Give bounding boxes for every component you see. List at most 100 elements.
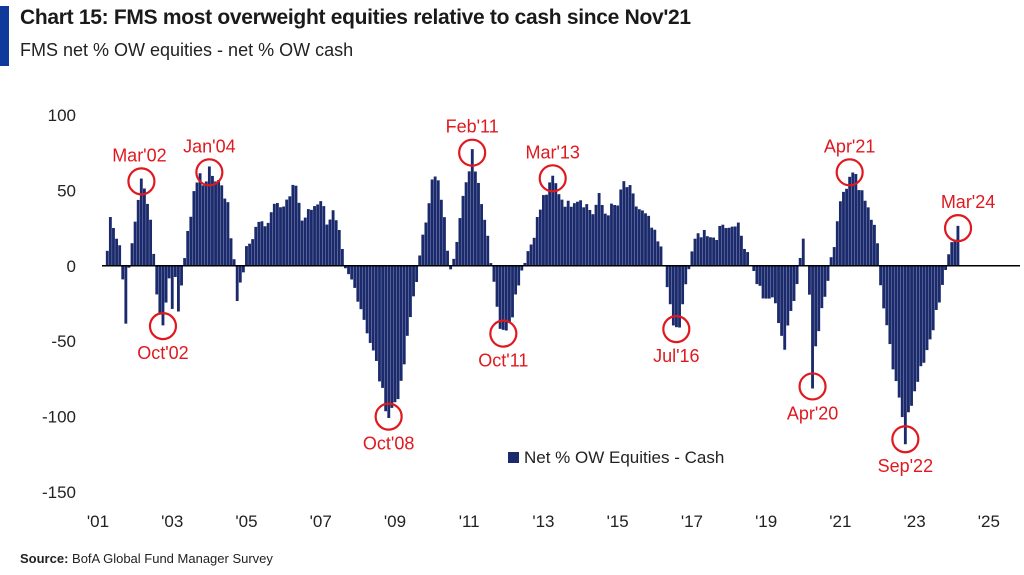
annotation-label: Feb'11 <box>446 117 499 137</box>
chart-subtitle: FMS net % OW equities - net % OW cash <box>20 40 354 60</box>
bar <box>334 220 338 266</box>
bar <box>761 265 765 299</box>
chart-title: Chart 15: FMS most overweight equities r… <box>20 6 691 29</box>
annotation-label: Jan'04 <box>183 136 235 156</box>
bar <box>427 203 431 266</box>
bar <box>665 265 669 288</box>
bar <box>167 265 171 279</box>
bar <box>331 210 335 266</box>
bar <box>272 203 276 266</box>
bar <box>371 265 375 351</box>
bar <box>186 230 190 266</box>
bar <box>266 222 270 266</box>
bar <box>492 265 496 282</box>
bar <box>223 198 227 266</box>
bar <box>504 265 508 331</box>
x-tick-label: '23 <box>904 512 926 531</box>
bar <box>863 200 867 266</box>
bar <box>811 265 814 389</box>
bar <box>310 209 313 266</box>
bar <box>538 209 542 266</box>
annotation-circle <box>798 372 827 401</box>
bar <box>325 224 329 266</box>
bar <box>944 265 947 270</box>
bar <box>919 265 923 367</box>
bar <box>108 217 112 266</box>
bar <box>220 185 224 266</box>
bar <box>115 238 118 266</box>
bar <box>409 265 412 318</box>
bar <box>730 226 734 266</box>
bar <box>705 236 709 266</box>
annotations: Mar'02 Oct'02 Jan'04 Oct'08 Feb'11 Oct'11 Mar'… <box>112 117 995 477</box>
bar <box>702 229 706 266</box>
bar <box>483 219 487 266</box>
y-axis: 100 50 0 -50 -100 -150 <box>42 106 76 502</box>
bar <box>937 265 941 303</box>
bar <box>699 237 703 266</box>
bar <box>752 265 756 271</box>
bar <box>149 219 153 266</box>
bar <box>263 226 267 266</box>
bar <box>603 213 607 266</box>
bar <box>347 265 350 275</box>
bar <box>585 204 589 266</box>
bar <box>455 241 459 266</box>
bar <box>696 233 700 266</box>
bar <box>922 265 926 363</box>
bar <box>359 265 363 310</box>
bar <box>681 265 685 305</box>
bar <box>845 188 848 266</box>
x-tick-label: '07 <box>310 512 332 531</box>
bar <box>792 265 796 301</box>
bar <box>393 265 397 403</box>
x-tick-label: '01 <box>87 512 109 531</box>
bar <box>313 206 316 266</box>
annotation-label: Sep'22 <box>878 456 934 476</box>
bar <box>953 239 957 266</box>
bar <box>387 265 391 418</box>
bar <box>872 224 876 266</box>
bar <box>582 207 586 266</box>
bar <box>183 258 187 266</box>
annotation-circle <box>148 312 178 341</box>
bar <box>381 265 385 388</box>
bar <box>542 195 545 266</box>
bar <box>545 194 548 266</box>
bar <box>285 199 289 266</box>
x-tick-label: '03 <box>161 512 183 531</box>
source-label: Source: <box>20 551 69 566</box>
bar <box>368 265 372 343</box>
bar <box>297 202 301 266</box>
bar <box>668 265 672 305</box>
bar <box>344 265 347 269</box>
bar <box>486 235 490 266</box>
bar <box>378 265 381 382</box>
bar <box>656 241 660 266</box>
bar <box>675 265 678 328</box>
bar <box>328 219 332 266</box>
x-axis: '01 '03 '05 '07 '09 '11 '13 '15 '17 '19 '21 '23 '25 <box>87 512 1000 531</box>
bar <box>133 221 137 266</box>
bar <box>467 171 471 266</box>
bar <box>458 218 462 266</box>
bar <box>820 265 824 309</box>
bar <box>436 180 440 266</box>
bar <box>857 190 861 266</box>
bar <box>876 243 879 266</box>
bar <box>928 265 932 340</box>
x-tick-label: '13 <box>532 512 554 531</box>
bar <box>832 247 836 266</box>
bar <box>464 182 468 266</box>
bar <box>279 207 282 266</box>
bar <box>801 238 805 266</box>
bar <box>808 265 811 295</box>
bar <box>337 229 341 266</box>
bar <box>780 265 784 336</box>
bar <box>551 175 555 266</box>
bar <box>418 255 422 266</box>
x-tick-label: '25 <box>978 512 1000 531</box>
bar <box>415 265 419 282</box>
bar <box>650 227 654 266</box>
